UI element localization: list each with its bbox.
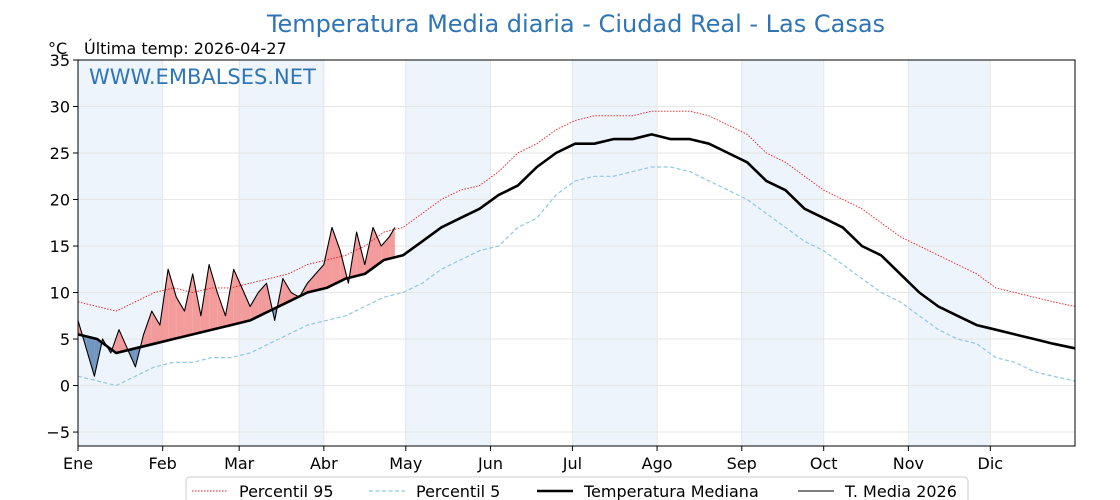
x-tick-label: Mar (224, 454, 255, 473)
month-band (78, 60, 163, 446)
x-tick-label: Abr (310, 454, 338, 473)
fill-above-median (233, 269, 242, 325)
fill-above-median (184, 273, 193, 337)
x-tick-label: Nov (893, 454, 924, 473)
fill-above-median (282, 278, 292, 305)
x-tick-label: Jul (562, 454, 582, 473)
fill-above-median (323, 227, 333, 289)
fill-above-median (241, 287, 251, 323)
series-percentil-5 (77, 166, 1076, 387)
legend-label: Temperatura Mediana (583, 482, 759, 500)
unit-label: °C (48, 39, 67, 58)
last-temp-label: Última temp: 2026-04-27 (84, 39, 287, 58)
month-band (741, 60, 824, 446)
fill-above-median (356, 232, 365, 276)
fill-above-median (315, 264, 324, 291)
fill-above-median (200, 264, 210, 333)
legend-label: Percentil 5 (416, 482, 500, 500)
x-tick-label: Feb (149, 454, 177, 473)
x-tick-label: Sep (727, 454, 757, 473)
x-tick-label: Jun (477, 454, 503, 473)
fill-above-median (332, 227, 341, 286)
series-lines (77, 110, 1076, 387)
x-tick-label: Dic (978, 454, 1004, 473)
y-tick-label: 5 (60, 330, 70, 349)
legend-box (185, 476, 969, 500)
fill-above-median (381, 236, 390, 262)
x-tick-label: May (389, 454, 422, 473)
y-tick-label: 30 (50, 98, 70, 117)
fill-above-median (159, 269, 169, 343)
x-axis: Ene Feb Mar Abr May Jun Jul Ago Sep Oct Nov Dic (63, 446, 1003, 473)
legend-label: Percentil 95 (239, 482, 334, 500)
y-axis: −5 0 5 10 15 20 25 30 35 (46, 51, 78, 442)
month-band (239, 60, 324, 446)
fill-above-median (250, 292, 259, 321)
fill-above-median (192, 273, 201, 335)
y-tick-label: 10 (50, 284, 70, 303)
month-band (908, 60, 991, 446)
fill-above-median (258, 283, 267, 317)
y-tick-label: 20 (50, 191, 70, 210)
x-tick-label: Ago (642, 454, 673, 473)
fill-above-median (176, 297, 185, 339)
month-band (405, 60, 491, 446)
fill-above-median (373, 227, 382, 268)
legend-label: T. Media 2026 (844, 482, 957, 500)
y-tick-label: 35 (50, 51, 70, 70)
legend: Percentil 95 Percentil 5 Temperatura Media… (185, 476, 969, 500)
month-bands (78, 60, 991, 446)
month-band (572, 60, 658, 446)
y-tick-label: 25 (50, 144, 70, 163)
series-t-media-2026 (77, 226, 396, 377)
fill-above-median (209, 264, 218, 331)
y-tick-label: −5 (46, 423, 70, 442)
fill-above-median (217, 292, 226, 329)
series-temperatura-mediana (77, 133, 1076, 355)
plot-frame (77, 59, 1076, 447)
series-percentil-95 (77, 110, 1076, 312)
fill-above-median (143, 311, 152, 347)
y-tick-label: 15 (50, 237, 70, 256)
fill-below-median (86, 336, 95, 377)
x-tick-label: Oct (810, 454, 838, 473)
chart-title: Temperatura Media diaria - Ciudad Real -… (266, 10, 885, 38)
fill-above-median (151, 311, 160, 345)
fill-above-median (168, 269, 177, 341)
x-tick-label: Ene (63, 454, 93, 473)
y-tick-label: 0 (60, 377, 70, 396)
fill-above-median (307, 273, 316, 293)
watermark: WWW.EMBALSES.NET (89, 65, 316, 89)
